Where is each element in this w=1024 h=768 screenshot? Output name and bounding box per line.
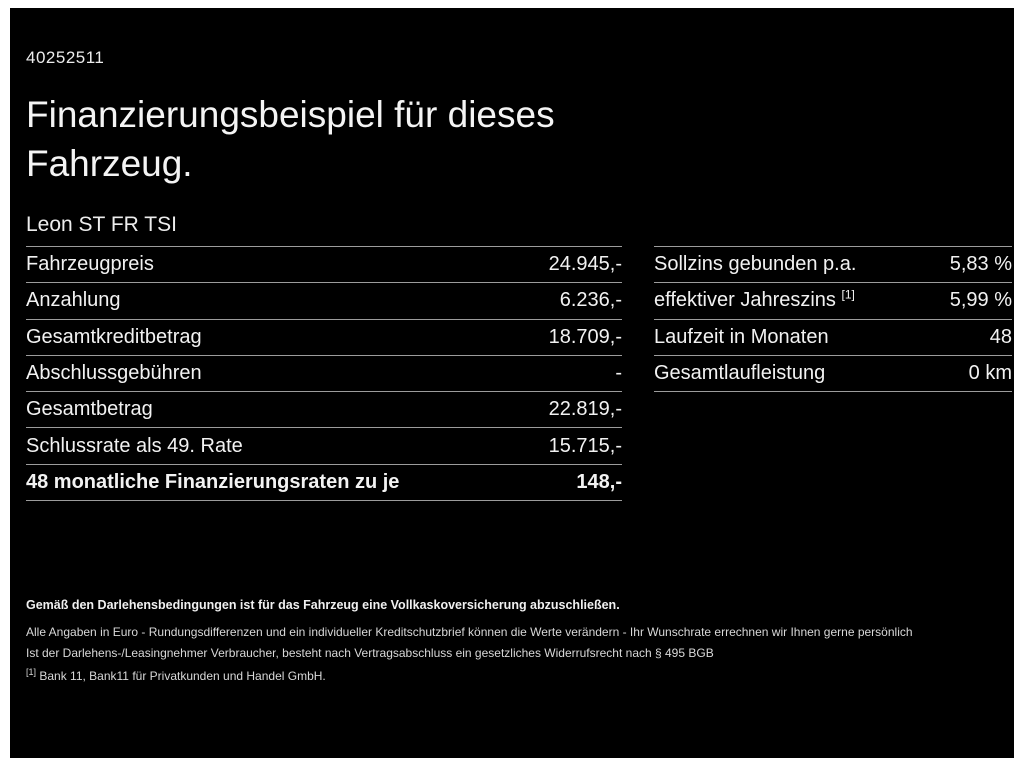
- page-title-line2: Fahrzeug.: [26, 143, 193, 184]
- row-value: -: [615, 362, 622, 385]
- row-label: 48 monatliche Finanzierungsraten zu je: [26, 470, 400, 493]
- table-row: Anzahlung 6.236,-: [26, 282, 622, 318]
- row-label: effektiver Jahreszins [1]: [654, 287, 855, 312]
- footer-disclaimer-2: Ist der Darlehens-/Leasingnehmer Verbrau…: [26, 646, 714, 660]
- footnote-text: Bank 11, Bank11 für Privatkunden und Han…: [39, 669, 326, 683]
- row-value: 15.715,-: [548, 434, 622, 457]
- table-row: Fahrzeugpreis 24.945,-: [26, 246, 622, 282]
- row-value: 6.236,-: [559, 289, 622, 312]
- table-row: Gesamtkreditbetrag 18.709,-: [26, 318, 622, 355]
- row-value: 18.709,-: [548, 325, 622, 348]
- footnote-marker: [1]: [26, 667, 37, 677]
- row-label: Gesamtkreditbetrag: [26, 325, 202, 348]
- row-label: Sollzins gebunden p.a.: [654, 253, 857, 276]
- table-row: effektiver Jahreszins [1] 5,99 %: [654, 282, 1012, 318]
- row-label: Laufzeit in Monaten: [654, 325, 829, 348]
- page-title: Finanzierungsbeispiel für dieses Fahrzeu…: [26, 90, 555, 188]
- row-value: 5,99 %: [949, 289, 1012, 312]
- vehicle-model: Leon ST FR TSI: [26, 213, 177, 236]
- table-row: Laufzeit in Monaten 48: [654, 318, 1012, 355]
- row-value: 5,83 %: [949, 253, 1012, 276]
- row-label: Gesamtlaufleistung: [654, 362, 826, 385]
- footer-disclaimer-1: Alle Angaben in Euro - Rundungsdifferenz…: [26, 625, 913, 639]
- footnote-ref: [1]: [841, 287, 855, 302]
- table-row: Abschlussgebühren -: [26, 354, 622, 391]
- row-value: 22.819,-: [548, 398, 622, 421]
- footer-insurance-note: Gemäß den Darlehensbedingungen ist für d…: [26, 598, 620, 612]
- financing-table-right: Sollzins gebunden p.a. 5,83 % effektiver…: [654, 246, 1012, 393]
- row-label: Abschlussgebühren: [26, 362, 202, 385]
- page-title-line1: Finanzierungsbeispiel für dieses: [26, 94, 555, 135]
- table-row: Gesamtlaufleistung 0 km: [654, 354, 1012, 391]
- row-label: Gesamtbetrag: [26, 398, 153, 421]
- table-row: Gesamtbetrag 22.819,-: [26, 391, 622, 427]
- row-value: 48: [989, 325, 1012, 348]
- table-row: Schlussrate als 49. Rate 15.715,-: [26, 427, 622, 463]
- table-row-monthly-rate: 48 monatliche Finanzierungsraten zu je 1…: [26, 463, 622, 500]
- row-value: 148,-: [576, 470, 622, 493]
- slide-content: 40252511 Finanzierungsbeispiel für diese…: [26, 8, 1012, 758]
- vehicle-id: 40252511: [26, 48, 105, 67]
- financing-slide: 40252511 Finanzierungsbeispiel für diese…: [10, 8, 1014, 758]
- legal-footer: Gemäß den Darlehensbedingungen ist für d…: [26, 598, 996, 683]
- table-row: Sollzins gebunden p.a. 5,83 %: [654, 246, 1012, 282]
- financing-table-left: Fahrzeugpreis 24.945,- Anzahlung 6.236,-…: [26, 246, 622, 502]
- row-label: Fahrzeugpreis: [26, 253, 154, 276]
- row-label: Schlussrate als 49. Rate: [26, 434, 243, 457]
- row-label: Anzahlung: [26, 289, 121, 312]
- row-value: 0 km: [968, 362, 1012, 385]
- row-value: 24.945,-: [548, 253, 622, 276]
- footer-footnote: [1] Bank 11, Bank11 für Privatkunden und…: [26, 667, 996, 683]
